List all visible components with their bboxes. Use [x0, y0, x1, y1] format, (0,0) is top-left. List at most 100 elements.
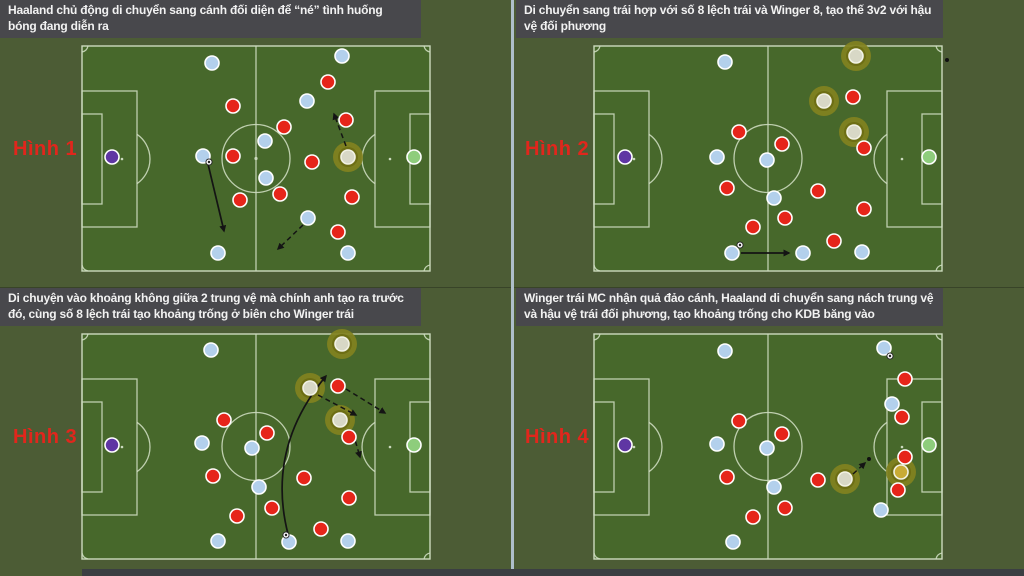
player-red	[330, 224, 346, 240]
player-red	[272, 186, 288, 202]
player-blue	[725, 534, 741, 550]
player-red	[341, 429, 357, 445]
movement-arrow-dashed	[345, 388, 387, 414]
pitch-diagram-4	[593, 333, 943, 560]
player-red	[341, 490, 357, 506]
ball-icon-detail	[207, 160, 211, 164]
player-blue	[854, 244, 870, 260]
bottom-bar	[82, 569, 1024, 576]
figure-label-2: Hình 2	[525, 138, 590, 160]
player-red	[826, 233, 842, 249]
player-red	[225, 148, 241, 164]
player-blue	[244, 440, 260, 456]
player-blue	[766, 479, 782, 495]
player-blue	[759, 440, 775, 456]
player-red	[225, 98, 241, 114]
player-red	[719, 180, 735, 196]
goalkeeper-green	[921, 437, 937, 453]
player-red	[745, 219, 761, 235]
players	[104, 336, 422, 550]
movement-arrows	[207, 112, 347, 251]
caption-hinh-2: Di chuyển sang trái hợp với số 8 lệch tr…	[516, 0, 943, 38]
movement-arrow-dashed	[317, 394, 358, 416]
ball-icon-detail	[284, 533, 288, 537]
player-blue	[340, 245, 356, 261]
pitch-diagram-2	[593, 41, 949, 272]
player-blue	[759, 152, 775, 168]
movement-arrow-dashed	[276, 224, 304, 251]
player-red	[330, 378, 346, 394]
pitch-markings	[81, 333, 431, 560]
player-highlighted	[332, 412, 348, 428]
players	[104, 48, 422, 261]
balls	[736, 58, 949, 249]
player-red	[232, 192, 248, 208]
player-red	[774, 426, 790, 442]
quadrant-hinh-1: Haaland chủ động di chuyển sang cánh đối…	[0, 0, 512, 288]
player-blue	[795, 245, 811, 261]
players	[617, 48, 937, 261]
player-blue	[873, 502, 889, 518]
player-red	[320, 74, 336, 90]
ball-icon-detail	[888, 354, 892, 358]
movement-arrows	[852, 461, 867, 475]
player-red	[344, 189, 360, 205]
movement-arrow-solid	[207, 163, 227, 233]
player-blue	[766, 190, 782, 206]
player-highlighted	[837, 471, 853, 487]
player-highlighted	[340, 149, 356, 165]
player-red	[296, 470, 312, 486]
player-blue	[709, 436, 725, 452]
quadrant-hinh-2: Di chuyển sang trái hợp với số 8 lệch tr…	[512, 0, 1024, 288]
player-blue	[204, 55, 220, 71]
player-red	[304, 154, 320, 170]
player-highlighted	[334, 336, 350, 352]
vertical-divider	[511, 0, 514, 570]
player-blue	[257, 133, 273, 149]
goalkeeper-green	[406, 149, 422, 165]
ball-icon-detail	[738, 243, 742, 247]
movement-arrow-dashed	[332, 112, 347, 147]
player-red	[897, 449, 913, 465]
player-blue	[258, 170, 274, 186]
player-red	[856, 140, 872, 156]
pitch-diagram-3	[81, 329, 431, 560]
player-blue	[876, 340, 892, 356]
player-red	[205, 468, 221, 484]
caption-hinh-1: Haaland chủ động di chuyển sang cánh đối…	[0, 0, 421, 38]
player-red	[259, 425, 275, 441]
player-blue	[340, 533, 356, 549]
quadrant-hinh-3: Di chuyện vào khoảng không giữa 2 trung …	[0, 288, 512, 576]
player-blue	[884, 396, 900, 412]
player-red	[313, 521, 329, 537]
player-red	[777, 500, 793, 516]
player-red	[810, 472, 826, 488]
goalkeeper-green	[406, 437, 422, 453]
ball-icon	[867, 457, 871, 461]
pitch-diagram-1	[81, 45, 431, 272]
balls	[282, 531, 290, 539]
figure-label-1: Hình 1	[13, 138, 78, 160]
player-red	[777, 210, 793, 226]
goalkeeper-purple	[104, 437, 120, 453]
player-blue	[709, 149, 725, 165]
balls	[205, 158, 213, 166]
player-red	[890, 482, 906, 498]
player-blue	[334, 48, 350, 64]
players	[617, 340, 937, 550]
player-blue	[299, 93, 315, 109]
goalkeeper-purple	[617, 437, 633, 453]
movement-arrow-dashed	[852, 461, 867, 475]
player-highlighted	[816, 93, 832, 109]
player-highlighted	[893, 464, 909, 480]
player-blue	[194, 435, 210, 451]
player-red	[229, 508, 245, 524]
player-red	[856, 201, 872, 217]
player-red	[719, 469, 735, 485]
player-blue	[717, 54, 733, 70]
player-blue	[300, 210, 316, 226]
goalkeeper-green	[921, 149, 937, 165]
player-red	[745, 509, 761, 525]
player-red	[338, 112, 354, 128]
